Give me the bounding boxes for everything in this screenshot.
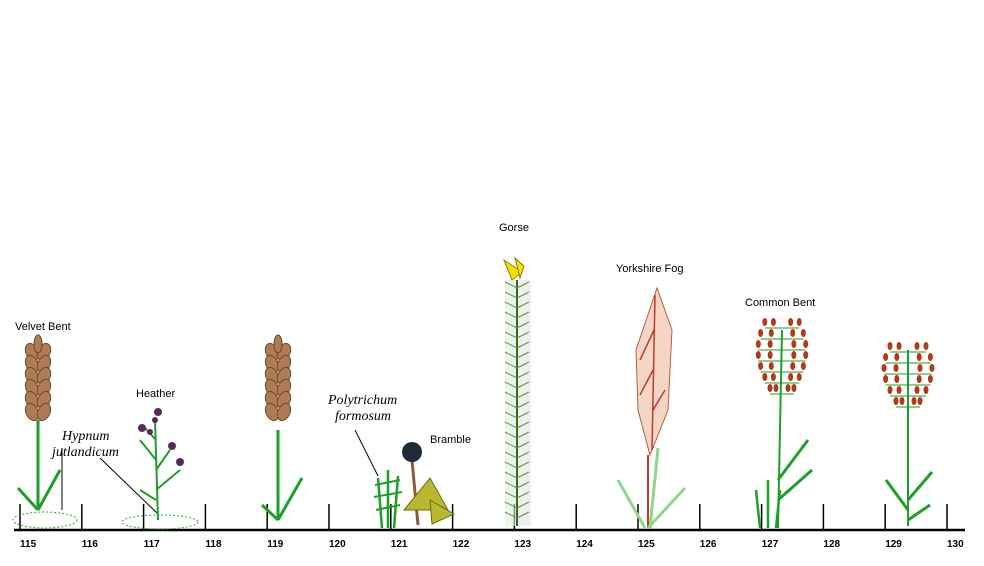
velvet-bent-plant [16, 334, 62, 512]
tick-labels: 115 116 117 118 119 120 121 122 123 124 125 126 127 1… [20, 539, 964, 550]
tick-label: 129 [885, 539, 902, 550]
heather-plant [138, 408, 184, 521]
common-bent-plant-2 [881, 342, 935, 526]
label-gorse: Gorse [499, 222, 529, 234]
gorse-plant [502, 256, 531, 526]
tick-label: 130 [947, 539, 964, 550]
tick-marks [19, 504, 948, 530]
label-velvet-bent: Velvet Bent [15, 321, 71, 333]
label-hypnum-2: jutlandicum [50, 445, 119, 460]
tick-label: 127 [762, 539, 779, 550]
common-bent-plant [754, 318, 813, 529]
hypnum-moss [12, 448, 199, 530]
tick-label: 122 [453, 539, 470, 550]
label-polytrichum-2: formosum [335, 409, 391, 424]
tick-label: 123 [514, 539, 531, 550]
tick-label: 121 [391, 539, 408, 550]
tick-label: 116 [82, 539, 99, 550]
tick-label: 120 [329, 539, 346, 550]
label-yorkshire-fog: Yorkshire Fog [616, 263, 683, 275]
label-hypnum-1: Hypnum [61, 429, 109, 444]
tick-label: 117 [144, 539, 161, 550]
tick-label: 115 [20, 539, 37, 550]
bramble-plant [402, 442, 456, 526]
tick-label: 128 [823, 539, 840, 550]
tick-label: 119 [267, 539, 284, 550]
tick-label: 126 [700, 539, 717, 550]
polytrichum-plant [354, 429, 403, 529]
tick-label: 125 [638, 539, 655, 550]
tick-label: 118 [205, 539, 222, 550]
label-heather: Heather [136, 388, 175, 400]
label-bramble: Bramble [430, 434, 471, 446]
velvet-bent-plant-2 [260, 334, 304, 522]
yorkshire-fog-plant [616, 286, 687, 530]
label-common-bent: Common Bent [745, 297, 815, 309]
label-polytrichum-1: Polytrichum [327, 393, 397, 408]
tick-label: 124 [576, 539, 593, 550]
